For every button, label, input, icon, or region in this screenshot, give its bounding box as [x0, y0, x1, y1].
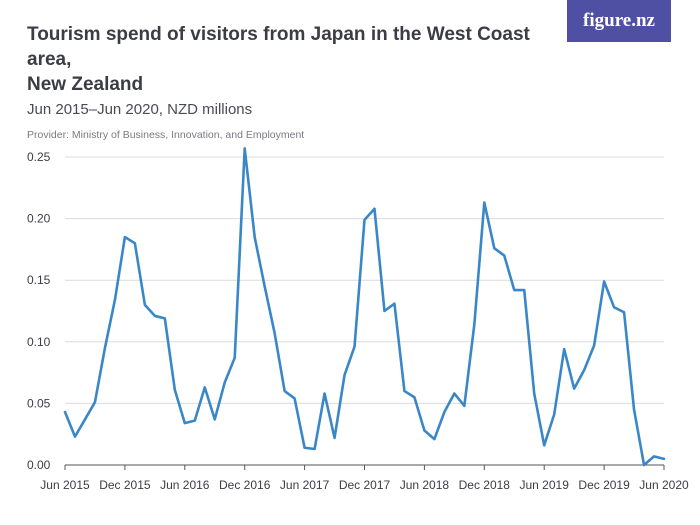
- data-point[interactable]: [302, 445, 308, 451]
- chart-subtitle: Jun 2015–Jun 2020, NZD millions: [27, 101, 253, 118]
- data-point[interactable]: [312, 446, 318, 452]
- y-tick-label: 0.20: [27, 212, 51, 226]
- data-point[interactable]: [471, 322, 477, 328]
- data-point[interactable]: [82, 416, 88, 422]
- y-tick-label: 0.10: [27, 335, 51, 349]
- x-tick-label: Dec 2017: [339, 478, 391, 492]
- data-point[interactable]: [651, 453, 657, 459]
- data-point[interactable]: [362, 217, 368, 223]
- data-point[interactable]: [531, 391, 537, 397]
- x-tick-label: Jun 2015: [40, 478, 90, 492]
- x-tick-label: Dec 2016: [219, 478, 271, 492]
- data-point[interactable]: [172, 387, 178, 393]
- data-point[interactable]: [282, 388, 288, 394]
- data-point[interactable]: [72, 434, 78, 440]
- y-tick-label: 0.25: [27, 150, 51, 164]
- data-point[interactable]: [332, 435, 338, 441]
- data-point[interactable]: [252, 234, 258, 240]
- data-point[interactable]: [62, 409, 68, 415]
- data-point[interactable]: [501, 253, 507, 259]
- data-point[interactable]: [262, 283, 268, 289]
- data-point[interactable]: [541, 442, 547, 448]
- data-point[interactable]: [421, 428, 427, 434]
- data-point[interactable]: [591, 342, 597, 348]
- data-point[interactable]: [222, 379, 228, 385]
- data-point[interactable]: [561, 346, 567, 352]
- data-point[interactable]: [132, 240, 138, 246]
- data-point[interactable]: [381, 308, 387, 314]
- x-tick-label: Jun 2019: [520, 478, 570, 492]
- x-tick-label: Jun 2017: [280, 478, 330, 492]
- data-point[interactable]: [322, 391, 328, 397]
- data-point[interactable]: [511, 287, 517, 293]
- data-point[interactable]: [142, 302, 148, 308]
- data-point[interactable]: [112, 297, 118, 303]
- data-point[interactable]: [641, 462, 647, 468]
- y-tick-label: 0.15: [27, 273, 51, 287]
- data-point[interactable]: [451, 391, 457, 397]
- data-point[interactable]: [621, 309, 627, 315]
- data-point[interactable]: [232, 355, 238, 361]
- chart-title-line2: New Zealand: [27, 74, 144, 95]
- data-point[interactable]: [92, 399, 98, 405]
- data-point[interactable]: [461, 403, 467, 409]
- data-point[interactable]: [491, 245, 497, 251]
- chart-title: Tourism spend of visitors from Japan in …: [27, 22, 567, 97]
- data-point[interactable]: [122, 234, 128, 240]
- x-tick-label: Dec 2015: [99, 478, 151, 492]
- data-point[interactable]: [152, 313, 158, 319]
- data-point[interactable]: [212, 416, 218, 422]
- data-point[interactable]: [581, 367, 587, 373]
- data-point[interactable]: [401, 388, 407, 394]
- figure-nz-logo[interactable]: figure.nz: [567, 0, 671, 42]
- y-tick-label: 0.00: [27, 458, 51, 472]
- data-point[interactable]: [601, 278, 607, 284]
- x-tick-label: Dec 2019: [578, 478, 630, 492]
- chart-title-line1: Tourism spend of visitors from Japan in …: [27, 24, 530, 70]
- data-point[interactable]: [162, 315, 168, 321]
- y-axis: 0.00 0.05 0.10 0.15 0.20 0.25: [27, 150, 51, 472]
- x-tick-label: Jun 2018: [400, 478, 450, 492]
- data-point[interactable]: [431, 436, 437, 442]
- x-tick-label: Jun 2020: [639, 478, 689, 492]
- x-axis: Jun 2015 Dec 2015 Jun 2016 Dec 2016 Jun 2017…: [40, 465, 689, 492]
- y-tick-label: 0.05: [27, 396, 51, 410]
- data-point[interactable]: [521, 287, 527, 293]
- data-point[interactable]: [481, 200, 487, 206]
- data-point[interactable]: [551, 411, 557, 417]
- data-point[interactable]: [102, 345, 108, 351]
- data-point[interactable]: [411, 394, 417, 400]
- chart-series: [62, 145, 667, 468]
- data-point[interactable]: [342, 372, 348, 378]
- data-point[interactable]: [292, 395, 298, 401]
- data-point[interactable]: [272, 330, 278, 336]
- x-tick-label: Dec 2018: [459, 478, 511, 492]
- data-point[interactable]: [352, 344, 358, 350]
- chart-header: Tourism spend of visitors from Japan in …: [27, 22, 567, 141]
- data-point[interactable]: [631, 407, 637, 413]
- series-line: [63, 147, 666, 467]
- data-point[interactable]: [242, 145, 248, 151]
- data-provider: Provider: Ministry of Business, Innovati…: [27, 129, 305, 141]
- data-point[interactable]: [611, 304, 617, 310]
- data-point[interactable]: [202, 384, 208, 390]
- data-point[interactable]: [391, 301, 397, 307]
- x-tick-label: Jun 2016: [160, 478, 210, 492]
- chart-grid: [65, 156, 664, 466]
- data-point[interactable]: [661, 456, 667, 462]
- data-point[interactable]: [192, 418, 198, 424]
- data-point[interactable]: [441, 409, 447, 415]
- data-point[interactable]: [571, 386, 577, 392]
- data-point[interactable]: [182, 420, 188, 426]
- data-point[interactable]: [371, 206, 377, 212]
